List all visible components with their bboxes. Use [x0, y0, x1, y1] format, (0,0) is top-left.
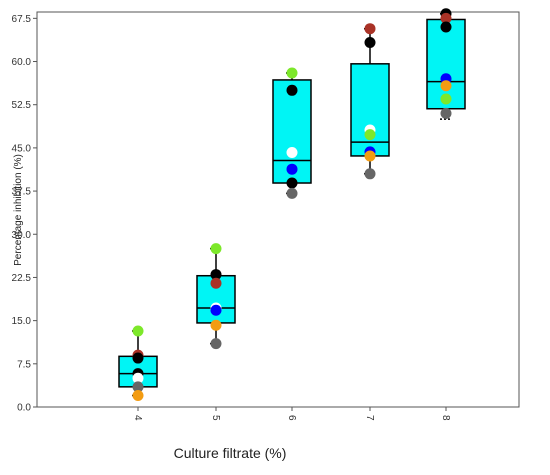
data-point — [440, 12, 452, 24]
data-point — [286, 146, 298, 158]
y-tick-label: 45.0 — [12, 143, 32, 154]
y-tick-label: 37.5 — [12, 187, 32, 198]
x-tick-label: 4 — [132, 415, 143, 421]
y-tick-label: 0.0 — [17, 403, 31, 414]
data-point — [210, 243, 222, 255]
x-tick-label: 7 — [364, 415, 375, 421]
y-tick-label: 67.5 — [12, 14, 32, 25]
data-point — [286, 177, 298, 189]
data-point — [210, 338, 222, 350]
y-tick-label: 15.0 — [12, 316, 32, 327]
x-axis-label: Culture filtrate (%) — [174, 445, 287, 461]
data-point — [286, 84, 298, 96]
data-point — [132, 325, 144, 337]
data-point — [440, 107, 452, 119]
data-point — [364, 23, 376, 35]
box — [350, 63, 390, 157]
data-point — [210, 277, 222, 289]
data-point — [132, 389, 144, 401]
data-point — [364, 129, 376, 141]
data-point — [440, 21, 452, 33]
y-axis-ticks: 0.0 7.5 15.0 22.5 30.0 37.5 45.0 52.5 60.0 67.5 — [12, 14, 37, 414]
x-tick-label: 5 — [210, 415, 221, 421]
data-point — [364, 150, 376, 162]
data-point — [132, 352, 144, 364]
points-layer — [132, 8, 452, 401]
data-point — [210, 319, 222, 331]
x-tick-label: 6 — [286, 415, 297, 421]
data-point — [364, 37, 376, 49]
y-tick-label: 30.0 — [12, 230, 32, 241]
data-point — [132, 372, 144, 384]
data-point — [210, 269, 222, 281]
data-point — [286, 163, 298, 175]
data-point — [440, 80, 452, 92]
data-point — [286, 67, 298, 79]
y-tick-label: 60.0 — [12, 57, 32, 68]
x-axis-ticks: 4 5 6 7 8 — [132, 407, 451, 421]
data-point — [210, 304, 222, 316]
data-point — [440, 93, 452, 105]
y-tick-label: 22.5 — [12, 273, 32, 284]
y-tick-label: 52.5 — [12, 100, 32, 111]
x-tick-label: 8 — [440, 415, 451, 421]
data-point — [132, 381, 144, 393]
data-point — [364, 168, 376, 180]
y-axis-label: Percentage inhibition (%) — [13, 154, 24, 266]
y-tick-label: 7.5 — [17, 359, 31, 370]
data-point — [286, 187, 298, 199]
plot-frame — [36, 11, 520, 408]
